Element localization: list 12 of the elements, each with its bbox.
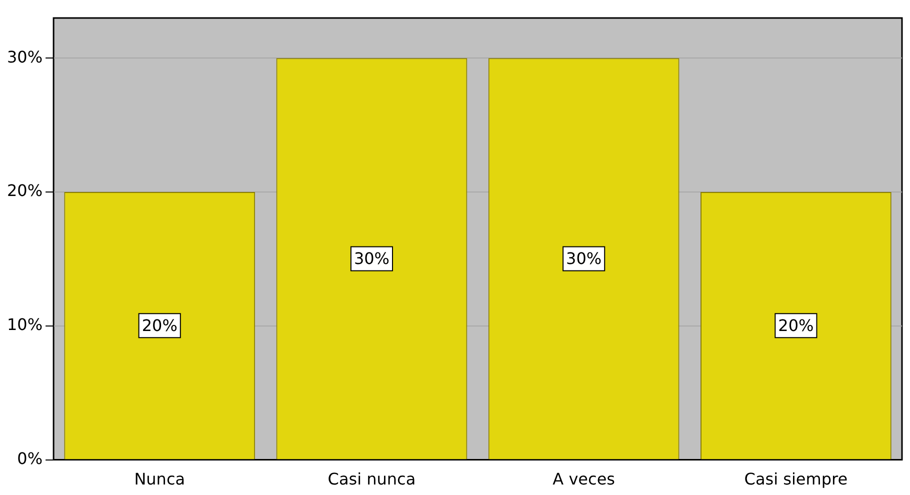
x-tick-label: A veces — [552, 470, 615, 489]
data-label: 20% — [778, 316, 814, 335]
x-tick-label: Casi nunca — [328, 470, 416, 489]
y-tick-label: 0% — [17, 448, 43, 468]
y-tick-label: 30% — [7, 47, 43, 66]
y-tick-label: 20% — [7, 181, 43, 200]
data-label: 30% — [354, 248, 390, 268]
x-tick-label: Casi siempre — [744, 470, 848, 489]
data-label: 30% — [566, 248, 602, 268]
data-label: 20% — [142, 316, 178, 335]
y-tick-label: 10% — [7, 315, 43, 334]
x-tick-label: Nunca — [134, 470, 186, 489]
